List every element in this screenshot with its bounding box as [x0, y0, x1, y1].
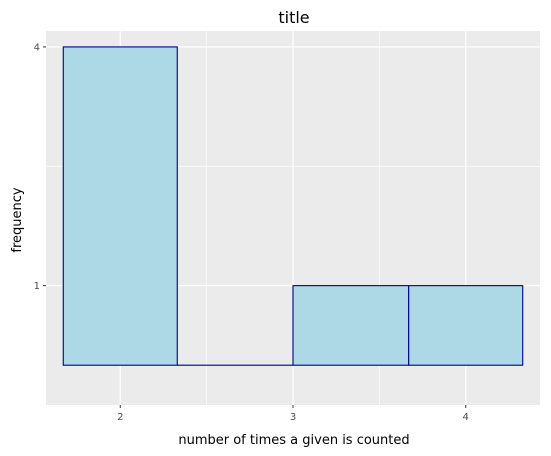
- histogram-bar: [408, 285, 524, 366]
- y-axis-title: frequency: [10, 187, 25, 253]
- x-axis-ticks: 2 3 4: [117, 405, 469, 423]
- histogram-bars: [62, 46, 524, 366]
- x-tick-label: 4: [463, 412, 469, 423]
- chart-title: title: [278, 8, 309, 27]
- y-axis-ticks: 14: [34, 42, 46, 292]
- x-axis-title: number of times a given is counted: [178, 433, 409, 448]
- x-tick-label: 2: [117, 412, 123, 423]
- histogram-bar: [292, 285, 410, 366]
- histogram-bar: [62, 46, 178, 366]
- y-tick-label: 1: [34, 281, 40, 292]
- y-tick-label: 4: [34, 42, 40, 53]
- x-tick-label: 3: [290, 412, 296, 423]
